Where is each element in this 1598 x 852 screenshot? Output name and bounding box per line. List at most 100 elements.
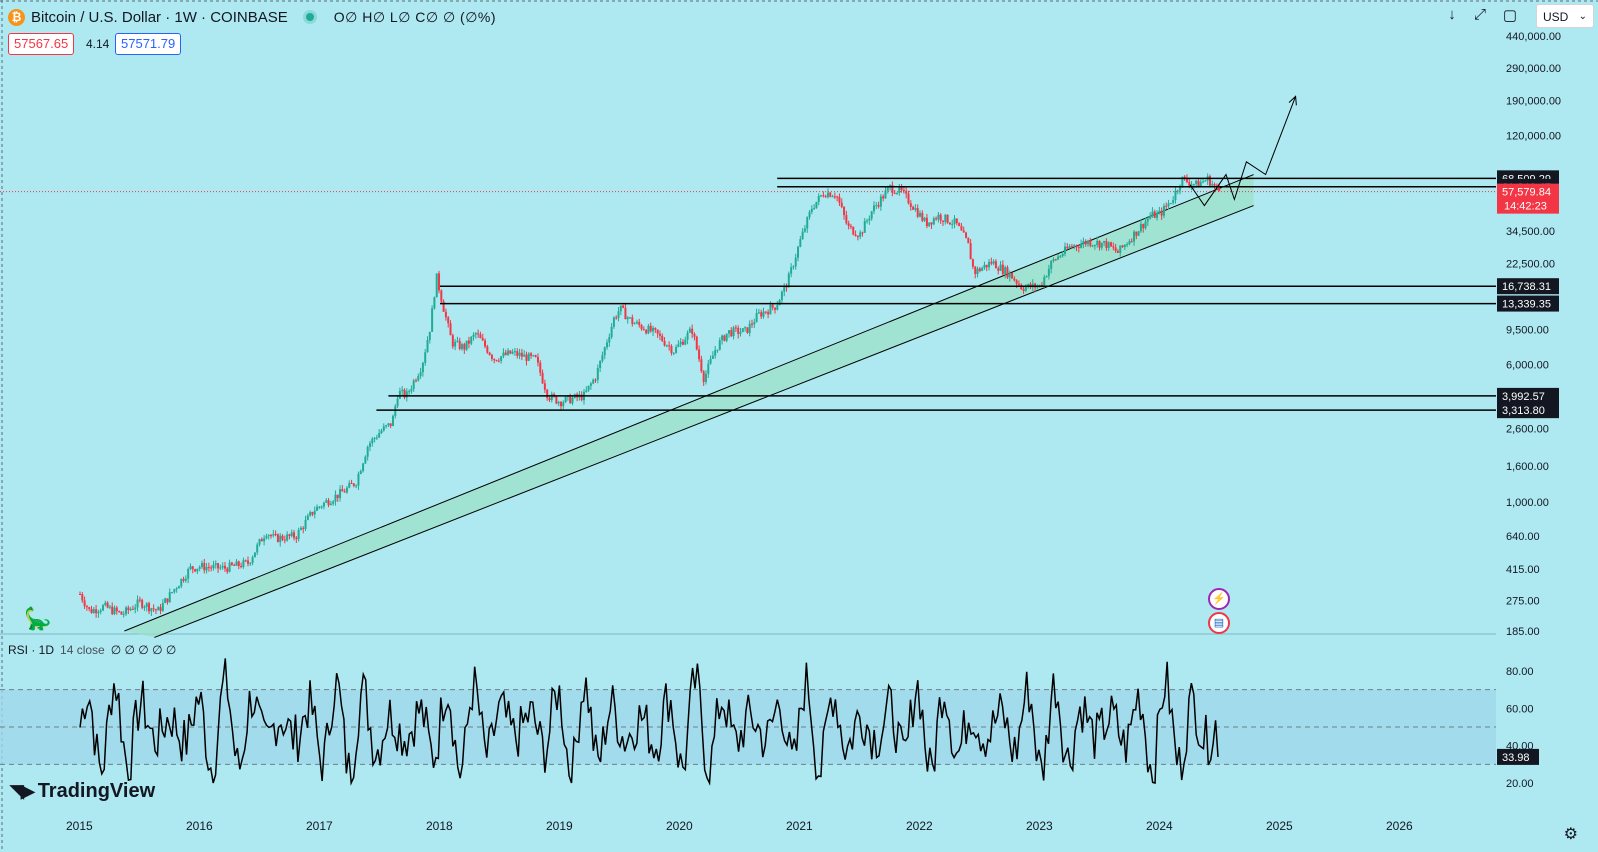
candle-body <box>866 220 869 222</box>
candle-body <box>518 352 521 356</box>
projection-path <box>1189 96 1297 207</box>
level-label: 13,339.35 <box>1502 299 1551 311</box>
arrow-down-icon[interactable]: ↓ <box>1448 6 1456 23</box>
candle-body <box>523 354 526 357</box>
candle-body <box>391 415 394 427</box>
candle-body <box>1128 241 1131 245</box>
rsi-tick-label: 20.00 <box>1506 778 1534 790</box>
candle-body <box>589 383 592 386</box>
currency-select[interactable]: USD ⌄ <box>1536 4 1594 28</box>
candle-body <box>507 350 510 355</box>
market-status-icon[interactable] <box>305 13 314 21</box>
time-tick-label: 2025 <box>1266 819 1293 833</box>
candle-body <box>426 340 429 353</box>
last-price-label-bg <box>1497 183 1559 214</box>
candle-body <box>1040 284 1043 286</box>
candle-body <box>364 456 367 464</box>
candle-body <box>725 333 728 341</box>
rsi-line <box>79 658 1219 786</box>
candle-body <box>164 598 167 604</box>
candle-body <box>937 214 940 220</box>
buy-button[interactable]: 57571.79 <box>115 33 182 55</box>
candle-body <box>102 605 105 611</box>
tradingview-logo[interactable]: ◥▶ TradingView <box>10 780 155 803</box>
candle-body <box>1116 250 1119 253</box>
candle-body <box>474 333 477 335</box>
symbol-title[interactable]: Bitcoin / U.S. Dollar · 1W · COINBASE <box>31 8 288 26</box>
candle-body <box>495 360 498 362</box>
candle-body <box>97 611 100 614</box>
candle-body <box>249 562 252 564</box>
candle-body <box>907 193 910 204</box>
candle-body <box>304 519 307 529</box>
candle-body <box>541 372 544 384</box>
sell-button[interactable]: 57567.65 <box>8 33 75 55</box>
candle-body <box>981 267 984 271</box>
candle-body <box>488 352 491 355</box>
candle-body <box>619 305 622 312</box>
candle-body <box>500 356 503 361</box>
candle-body <box>1149 216 1152 219</box>
candle-body <box>1126 244 1129 246</box>
candle-body <box>235 561 238 566</box>
candle-body <box>125 607 128 614</box>
candle-body <box>633 323 636 325</box>
us-flag-icon[interactable]: ▤ <box>1208 612 1230 634</box>
time-tick-label: 2021 <box>786 819 813 833</box>
candle-body <box>624 307 627 320</box>
candle-body <box>778 299 781 306</box>
candle-body <box>642 329 645 331</box>
candle-body <box>606 342 609 348</box>
candle-body <box>385 425 388 427</box>
trend-channel <box>124 174 1254 638</box>
candle-body <box>1174 190 1177 201</box>
candle-body <box>362 463 365 472</box>
candle-body <box>1211 184 1214 186</box>
candle-body <box>1107 242 1110 249</box>
candle-body <box>721 335 724 341</box>
candle-body <box>481 338 484 341</box>
candle-body <box>486 346 489 353</box>
candle-body <box>168 592 171 603</box>
candle-body <box>746 327 749 334</box>
candle-body <box>914 208 917 210</box>
candle-body <box>997 268 1000 271</box>
candle-body <box>741 328 744 333</box>
candle-body <box>753 322 756 325</box>
candle-body <box>861 232 864 234</box>
candle-body <box>120 611 123 615</box>
price-tick-label: 2,600.00 <box>1506 424 1549 436</box>
candle-body <box>969 243 972 260</box>
settings-icon[interactable]: ⚙ <box>1563 826 1578 843</box>
candle-body <box>548 397 551 401</box>
candle-body <box>1153 211 1156 218</box>
candle-body <box>976 268 979 274</box>
candle-body <box>774 307 777 310</box>
candle-body <box>599 360 602 369</box>
candle-body <box>272 534 275 536</box>
rsi-legend[interactable]: RSI · 1D 14 close ∅ ∅ ∅ ∅ ∅ <box>8 643 176 657</box>
price-tick-label: 9,500.00 <box>1506 325 1549 337</box>
candle-body <box>960 225 963 231</box>
candle-body <box>849 226 852 228</box>
candle-body <box>217 563 220 569</box>
candle-body <box>408 391 411 393</box>
candle-body <box>935 218 938 220</box>
candle-body <box>1151 211 1154 217</box>
candle-body <box>877 205 880 207</box>
candle-body <box>1011 272 1014 279</box>
candle-body <box>925 217 928 227</box>
candle-body <box>543 383 546 390</box>
frame-icon[interactable]: ▢ <box>1502 7 1518 24</box>
lightning-icon[interactable]: ⚡ <box>1208 588 1230 610</box>
candle-body <box>290 532 293 536</box>
candle-body <box>930 222 933 225</box>
candle-body <box>1144 221 1147 229</box>
candle-body <box>196 568 199 572</box>
candle-body <box>1063 246 1066 254</box>
candle-body <box>465 340 468 350</box>
candle-body <box>118 611 121 613</box>
candle-body <box>1075 245 1078 247</box>
expand-icon[interactable]: ⤢ <box>1473 6 1486 23</box>
